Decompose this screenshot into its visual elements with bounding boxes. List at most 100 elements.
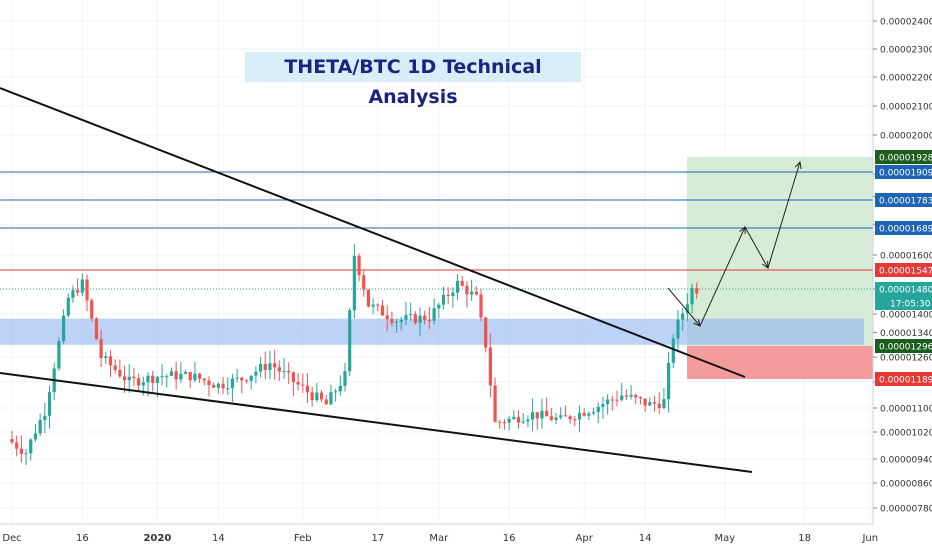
price-label-text: 0.00001189 <box>879 376 932 386</box>
candle-body <box>352 255 356 311</box>
x-axis-background <box>0 524 932 550</box>
candle-body <box>66 297 70 316</box>
candle-body <box>441 294 446 305</box>
candle-body <box>512 416 516 419</box>
candle-body <box>268 363 272 370</box>
candle-body <box>282 370 286 372</box>
projection-arrowhead <box>794 160 802 169</box>
candle-body <box>315 392 319 401</box>
candle-body <box>10 439 14 443</box>
y-tick-label: 0.00001020 <box>880 429 932 439</box>
x-tick-label: Jun <box>861 533 878 544</box>
candle-body <box>108 356 113 366</box>
candle-body <box>230 378 235 389</box>
price-label-text: 0.00001928 <box>879 154 932 164</box>
candle-body <box>47 392 52 416</box>
projection-arrowhead <box>761 260 769 270</box>
candle-body <box>221 383 225 389</box>
candle-body <box>404 315 408 320</box>
candle-body <box>334 391 338 393</box>
candle-body <box>122 376 127 381</box>
candle-body <box>155 377 159 383</box>
candle-body <box>43 415 47 421</box>
candle-body <box>254 371 258 376</box>
y-tick-label: 0.00001260 <box>880 354 932 364</box>
candle-body <box>629 395 633 397</box>
price-label-bg <box>875 372 932 386</box>
candle-body <box>57 341 61 369</box>
candle-body <box>507 418 511 423</box>
candle-body <box>263 364 267 370</box>
trendline-support <box>0 372 753 473</box>
candle-body <box>76 290 80 293</box>
candle-body <box>596 406 600 413</box>
candle-body <box>183 372 188 374</box>
candle-body <box>446 294 450 297</box>
candle-body <box>179 373 183 380</box>
countdown-bg <box>875 296 932 310</box>
title-background <box>245 52 581 82</box>
candle-body <box>198 373 202 379</box>
y-tick-label: 0.00002100 <box>880 103 932 113</box>
y-tick-label: 0.00002200 <box>880 74 932 84</box>
support-zone <box>0 318 864 345</box>
y-tick-label: 0.00000780 <box>880 505 932 515</box>
candle-body <box>484 317 488 348</box>
trendline-resistance <box>0 87 746 378</box>
candle-body <box>423 315 427 320</box>
x-tick-label: Dec <box>2 533 21 544</box>
candle-body <box>493 385 497 422</box>
candle-body <box>15 442 19 449</box>
candle-body <box>244 380 249 382</box>
candle-body <box>451 292 455 297</box>
x-axis[interactable]: Dec 16 2020 14 Feb 17 Mar 16 Apr 14 May 18 Jun <box>0 523 932 550</box>
candle-body <box>591 412 596 414</box>
candle-body <box>413 314 417 323</box>
candle-body <box>141 382 145 386</box>
y-tick-label: 0.00001600 <box>880 252 932 262</box>
candle-body <box>226 388 230 390</box>
candle-body <box>681 313 685 320</box>
x-tick-label: Feb <box>294 533 312 544</box>
candle-body <box>652 402 657 404</box>
candle-body <box>113 365 117 370</box>
candle-body <box>380 305 385 316</box>
candle-body <box>24 453 28 455</box>
candle-body <box>94 318 99 340</box>
candle-body <box>470 291 474 295</box>
y-tick-label: 0.00002000 <box>880 132 932 142</box>
candle-body <box>188 372 192 381</box>
candle-body <box>310 392 314 401</box>
candle-body <box>193 373 197 381</box>
candle-body <box>329 392 333 405</box>
candle-body <box>165 375 169 377</box>
candle-body <box>104 356 108 359</box>
candle-body <box>437 304 441 309</box>
candle-body <box>587 413 591 416</box>
candle-body <box>137 378 141 386</box>
candle-body <box>502 422 507 424</box>
candle-body <box>530 412 535 420</box>
candle-body <box>90 300 94 319</box>
projection-path <box>667 160 802 327</box>
candle-body <box>390 319 394 323</box>
candle-body <box>296 382 300 385</box>
horizontal-levels <box>0 171 873 290</box>
candle-body <box>667 362 671 400</box>
level-labels: 0.00001928 0.00001909 0.00001783 0.00001689… <box>875 150 932 386</box>
trendlines <box>0 87 753 473</box>
candle-body <box>432 308 436 321</box>
candle-body <box>212 385 216 388</box>
candle-body <box>535 412 539 419</box>
candle-body <box>394 321 399 323</box>
candle-body <box>362 275 366 290</box>
price-label-bg <box>875 165 932 179</box>
y-tick-label: 0.00002400 <box>880 18 932 28</box>
candle-body <box>399 319 403 322</box>
candle-body <box>526 419 530 422</box>
candle-body <box>474 291 478 295</box>
candle-body <box>151 375 155 383</box>
x-tick-label: 17 <box>371 533 384 544</box>
candle-body <box>301 384 305 386</box>
